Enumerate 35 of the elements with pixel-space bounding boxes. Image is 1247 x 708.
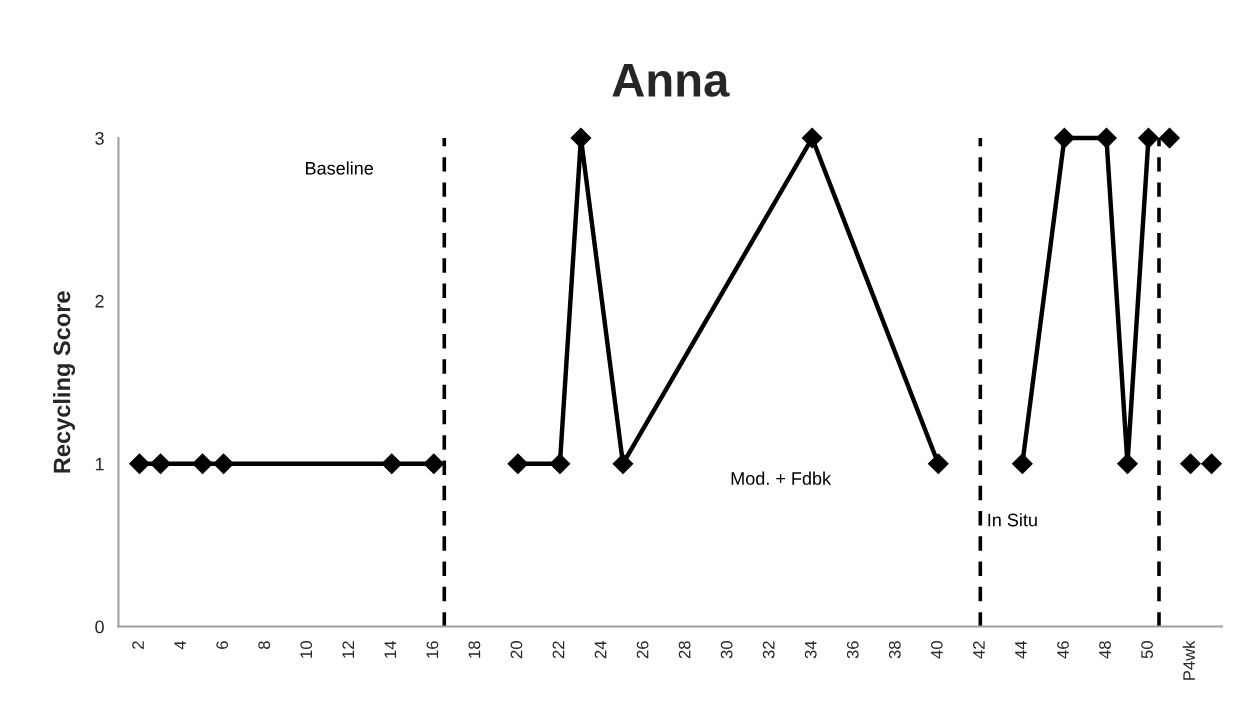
- x-tick-label: 34: [804, 640, 817, 659]
- x-tick-label: 44: [1015, 640, 1027, 659]
- x-tick-label: 6: [216, 641, 229, 649]
- y-tick-label: 0: [95, 620, 104, 634]
- y-tick-label: 2: [95, 294, 104, 308]
- x-tick-label: 32: [762, 641, 775, 659]
- x-tick-label: 50: [1141, 641, 1153, 659]
- x-tick-label: 46: [1057, 641, 1069, 659]
- x-tick-label: 26: [636, 641, 649, 659]
- x-tick-label: 18: [468, 641, 481, 658]
- x-tick-label: 4: [174, 640, 186, 650]
- x-tick-label: 40: [930, 641, 943, 659]
- x-tick-label: 22: [552, 641, 565, 659]
- x-tick-label: 10: [300, 641, 313, 658]
- x-tick-label: 28: [678, 641, 691, 659]
- x-tick-label: 48: [1099, 641, 1111, 659]
- x-tick-label: 12: [342, 641, 354, 658]
- x-tick-label: 38: [888, 641, 901, 659]
- x-tick-label: 24: [594, 640, 607, 659]
- x-tick-label: 16: [426, 641, 439, 658]
- y-tick-label: 1: [95, 457, 104, 471]
- x-tick-label: 8: [258, 641, 271, 650]
- annotation: Baseline: [306, 161, 374, 175]
- x-tick-label: 30: [720, 641, 733, 659]
- x-tick-label: 2: [132, 641, 144, 649]
- x-tick-label: 20: [510, 641, 523, 659]
- annotation: In Situ: [988, 513, 1037, 527]
- y-tick-label: 3: [95, 131, 104, 145]
- y-axis-title: Recycling Score: [52, 291, 76, 473]
- x-tick-label: 14: [384, 640, 397, 658]
- x-tick-label: P4wk: [1182, 640, 1195, 680]
- x-tick-label: 42: [972, 641, 985, 659]
- chart-title: Anna: [612, 63, 730, 97]
- annotation: Mod. + Fdbk: [731, 471, 832, 485]
- x-tick-label: 36: [846, 641, 859, 659]
